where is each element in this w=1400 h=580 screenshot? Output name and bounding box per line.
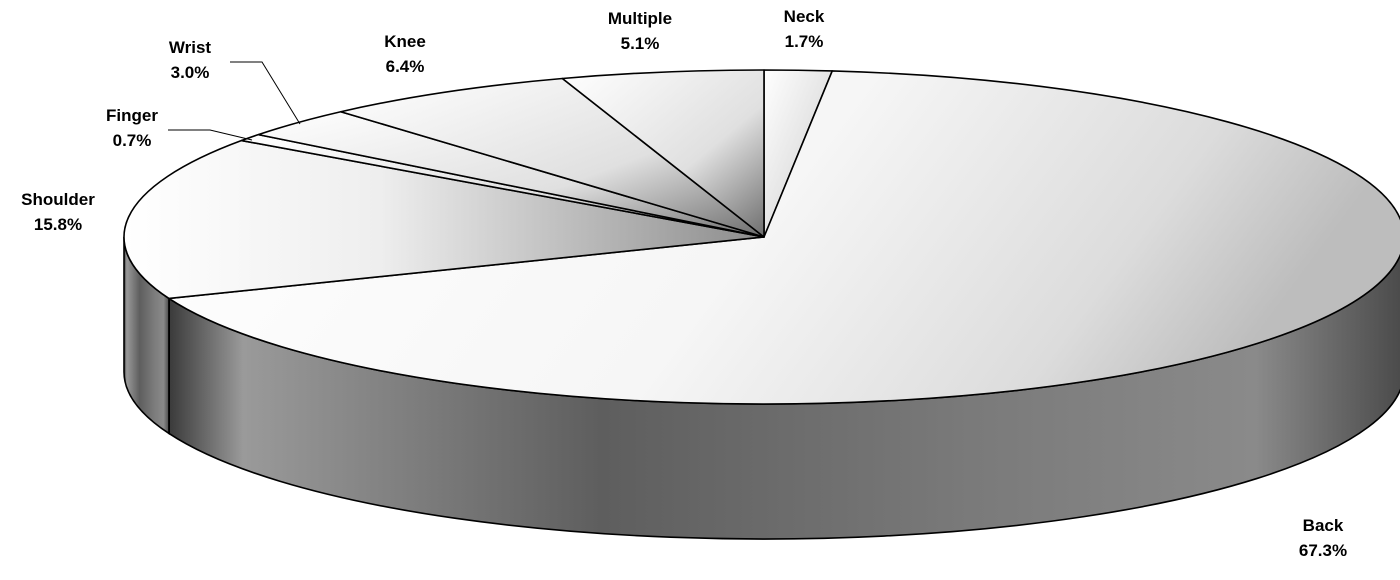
pie-slice-back [168, 70, 1400, 405]
slice-label-knee: Knee [384, 32, 426, 51]
slice-value-multiple: 5.1% [621, 34, 660, 53]
slice-label-multiple: Multiple [608, 9, 672, 28]
slice-value-finger: 0.7% [113, 131, 152, 150]
leader-line-finger [168, 129, 253, 141]
slice-label-back: Back [1303, 516, 1344, 535]
slice-value-shoulder: 15.8% [34, 215, 82, 234]
slice-label-wrist: Wrist [169, 38, 212, 57]
leader-line-wrist [230, 61, 301, 125]
pie-slice-shoulder [123, 139, 765, 300]
slice-label-shoulder: Shoulder [21, 190, 95, 209]
slice-value-back: 67.3% [1299, 541, 1347, 560]
slice-label-neck: Neck [784, 7, 825, 26]
slice-value-neck: 1.7% [785, 32, 824, 51]
slice-label-finger: Finger [106, 106, 158, 125]
pie-slice-knee [339, 77, 765, 238]
slice-value-wrist: 3.0% [171, 63, 210, 82]
slice-value-knee: 6.4% [386, 57, 425, 76]
pie-slice-multiple [561, 69, 765, 238]
